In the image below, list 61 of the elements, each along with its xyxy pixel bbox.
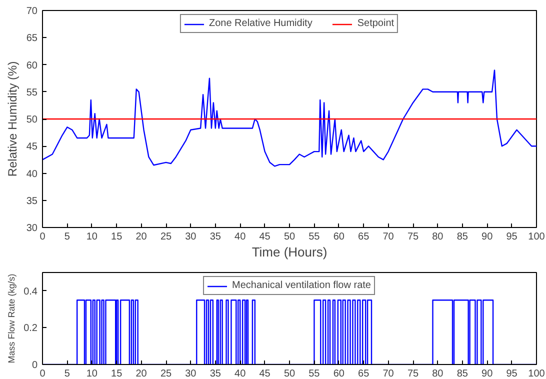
x-tick-label: 40	[234, 232, 246, 242]
x-tick-label: 20	[136, 368, 148, 379]
x-tick-label: 60	[333, 368, 345, 379]
x-tick-label: 95	[506, 368, 518, 379]
x-tick-label: 10	[86, 368, 98, 379]
y-axis-title: Relative Humidity (%)	[5, 61, 20, 177]
y-axis-title: Mass Flow Rate (kg/s)	[6, 274, 17, 364]
y-tick-label: 30	[26, 223, 38, 234]
y-tick-label: 70	[26, 6, 38, 17]
x-tick-label: 15	[111, 368, 123, 379]
x-tick-label: 100	[528, 368, 546, 379]
x-tick-label: 70	[382, 232, 394, 242]
y-tick-label: 35	[26, 196, 38, 207]
x-tick-label: 0	[40, 232, 46, 242]
x-tick-label: 80	[432, 368, 444, 379]
y-tick-label: 55	[26, 87, 38, 98]
x-tick-label: 0	[40, 368, 46, 379]
x-tick-label: 35	[210, 232, 222, 242]
x-tick-label: 100	[528, 232, 546, 242]
y-tick-label: 50	[26, 114, 38, 126]
x-tick-label: 5	[64, 368, 70, 379]
x-tick-label: 35	[210, 368, 222, 379]
x-tick-label: 40	[234, 368, 246, 379]
y-tick-label: 65	[26, 33, 38, 44]
x-tick-label: 60	[333, 232, 345, 242]
x-tick-label: 45	[259, 368, 271, 379]
y-tick-label: 0.2	[24, 323, 38, 334]
x-tick-label: 90	[482, 232, 494, 242]
x-tick-label: 95	[506, 232, 518, 242]
x-tick-label: 30	[185, 232, 197, 242]
x-tick-label: 30	[185, 368, 197, 379]
x-tick-label: 20	[136, 232, 148, 242]
legend-label: Setpoint	[357, 18, 394, 29]
x-tick-label: 75	[407, 368, 419, 379]
x-tick-label: 50	[284, 368, 296, 379]
line-series	[42, 70, 536, 167]
x-tick-label: 5	[64, 232, 70, 242]
x-tick-label: 75	[407, 232, 419, 242]
x-tick-label: 25	[160, 368, 172, 379]
legend-label: Mechanical ventilation flow rate	[232, 280, 371, 291]
x-tick-label: 45	[259, 232, 271, 242]
x-tick-label: 65	[358, 232, 370, 242]
y-tick-label: 45	[26, 142, 38, 153]
x-tick-label: 25	[160, 232, 172, 242]
y-tick-label: 0.4	[24, 286, 38, 298]
y-tick-label: 40	[26, 168, 38, 180]
x-tick-label: 10	[86, 232, 98, 242]
y-tick-label: 0	[32, 360, 38, 371]
legend-label: Zone Relative Humidity	[208, 18, 312, 29]
x-tick-label: 65	[358, 368, 370, 379]
x-tick-label: 70	[382, 368, 394, 379]
x-tick-label: 15	[111, 232, 123, 242]
x-tick-label: 90	[482, 368, 494, 379]
y-tick-label: 60	[26, 60, 38, 72]
x-tick-label: 85	[456, 232, 468, 242]
x-axis-title: Time (Hours)	[252, 244, 328, 260]
x-tick-label: 55	[308, 232, 320, 242]
x-tick-label: 50	[284, 232, 296, 242]
x-tick-label: 80	[432, 232, 444, 242]
x-tick-label: 55	[308, 368, 320, 379]
x-tick-label: 85	[456, 368, 468, 379]
